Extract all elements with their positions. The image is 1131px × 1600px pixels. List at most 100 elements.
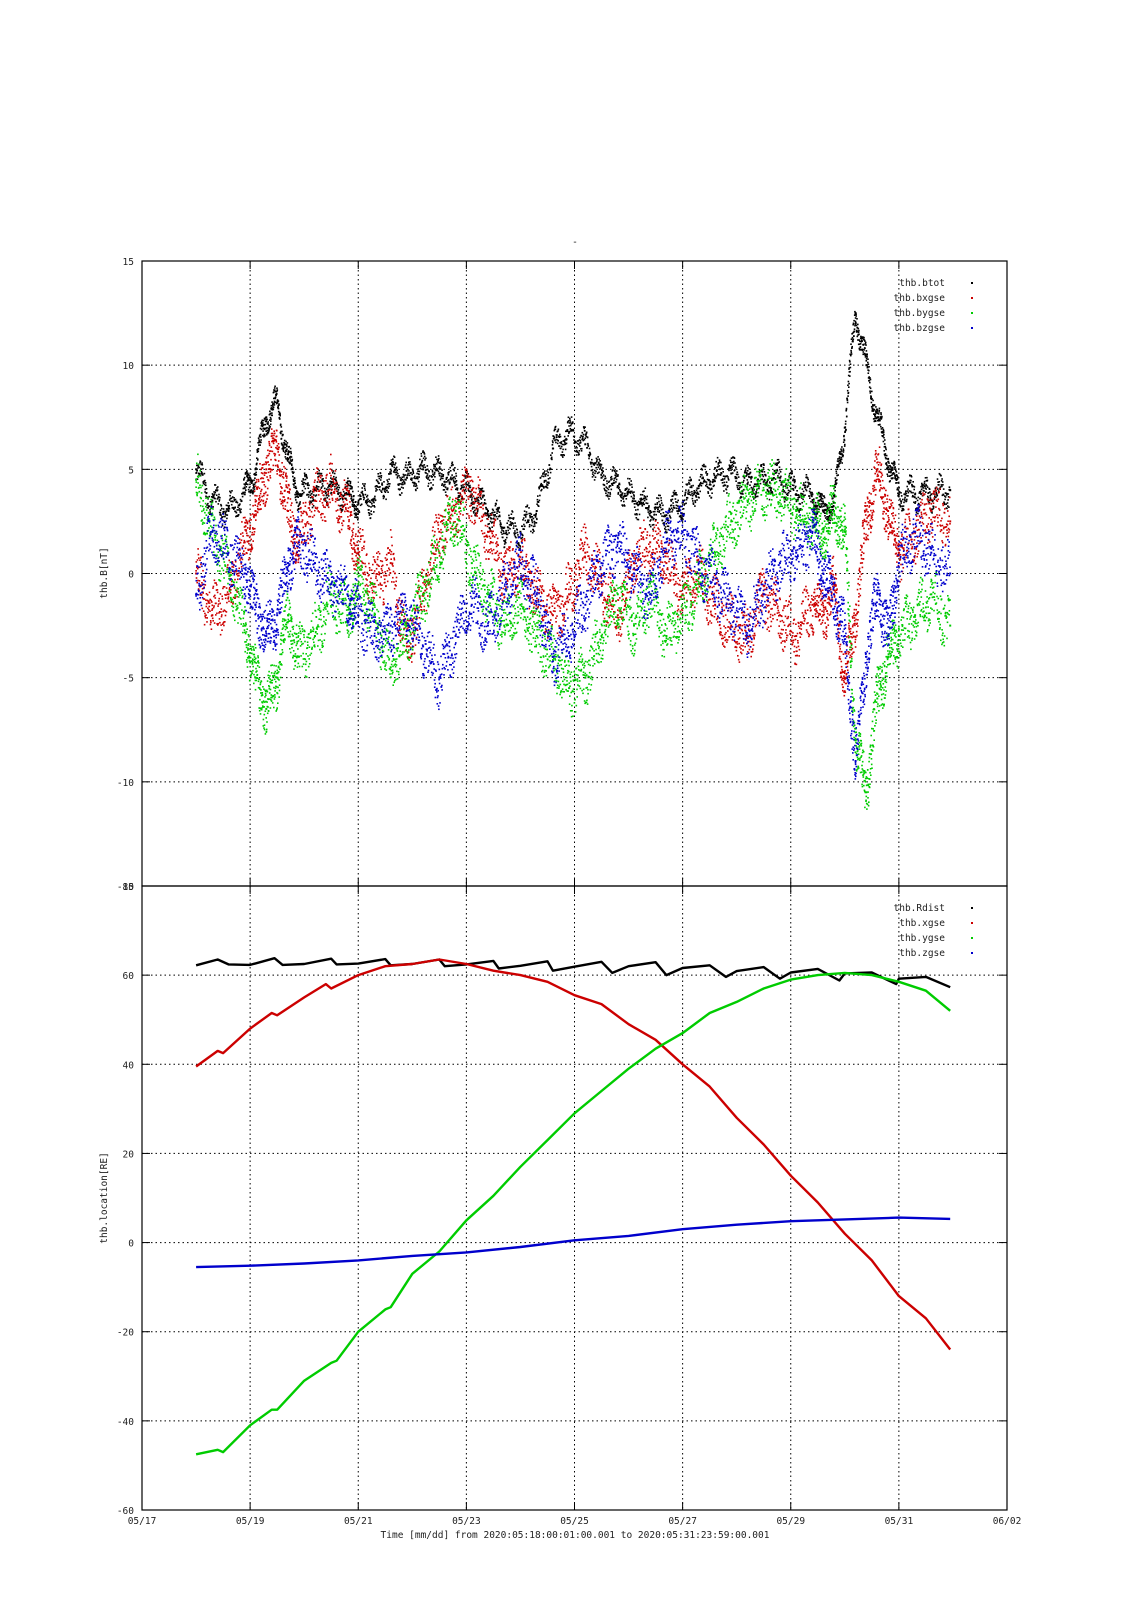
data-point [905,490,907,492]
data-point [229,494,231,497]
data-point [331,462,333,465]
data-point [458,516,460,518]
data-point [321,483,324,485]
data-point [836,466,838,468]
data-point [284,508,286,510]
data-point [578,453,580,456]
data-point [221,598,224,600]
data-point [470,510,472,512]
data-point [338,486,341,489]
data-point [409,657,412,659]
data-point [792,478,795,480]
data-point [805,489,808,492]
data-point [424,589,427,592]
data-point [196,559,199,561]
data-point [818,495,821,498]
data-point [804,486,806,489]
data-point [842,454,844,457]
data-point [414,477,416,480]
data-point [268,440,270,443]
data-point [485,508,488,511]
data-point [565,430,567,433]
data-point [740,496,742,499]
data-point [330,492,332,495]
data-point [237,515,239,517]
data-point [284,475,287,477]
data-point [419,464,421,467]
data-point [908,482,911,484]
data-point [826,507,829,510]
data-point [242,491,245,494]
data-point [269,425,271,428]
data-point [206,599,209,602]
data-point [309,494,312,496]
data-point [701,469,704,471]
data-point [845,407,848,410]
data-point [788,474,791,477]
data-point [313,514,316,517]
data-point [495,515,498,518]
data-point [362,572,364,574]
data-point [865,364,868,367]
data-point [211,604,214,607]
data-point [306,514,308,516]
data-point [918,509,921,511]
data-point [468,515,470,517]
data-point [538,487,540,490]
data-point [581,431,584,434]
data-point [728,467,730,470]
data-point [654,510,656,513]
data-point [331,469,333,472]
data-point [533,530,535,532]
data-point [210,599,212,602]
data-point [241,546,243,549]
data-point [688,483,691,485]
data-point [349,515,351,517]
data-point [373,501,375,504]
data-point [277,466,279,469]
data-point [621,494,623,497]
data-point [200,473,203,475]
data-point [349,493,351,496]
data-point [419,598,421,600]
data-point [290,530,293,532]
data-point [273,402,275,404]
data-point [312,500,314,502]
data-point [257,480,260,483]
data-point [569,427,572,430]
data-point [558,445,561,447]
data-point [866,356,868,358]
data-point [807,478,809,481]
data-point [895,479,898,481]
data-point [446,495,449,497]
data-point [259,444,261,446]
data-point [523,523,525,526]
data-point [269,477,272,479]
data-point [214,484,217,486]
data-point [309,490,312,492]
data-point [825,509,828,511]
data-point [881,415,883,418]
data-point [452,528,454,531]
data-point [925,485,928,487]
data-point [242,552,244,555]
data-point [649,525,652,528]
data-point [307,482,309,484]
data-point [683,512,685,515]
data-point [211,499,214,502]
data-point [694,499,696,502]
data-point [327,495,330,497]
data-point [319,500,321,502]
data-point [233,570,236,573]
data-point [778,476,780,479]
data-point [817,505,819,507]
data-point [226,566,229,569]
data-point [469,486,472,489]
data-point [910,474,912,477]
data-point [215,602,217,605]
data-point [631,490,633,493]
data-point [752,490,754,493]
data-point [912,485,915,487]
data-point [376,558,379,561]
data-point [434,547,437,549]
